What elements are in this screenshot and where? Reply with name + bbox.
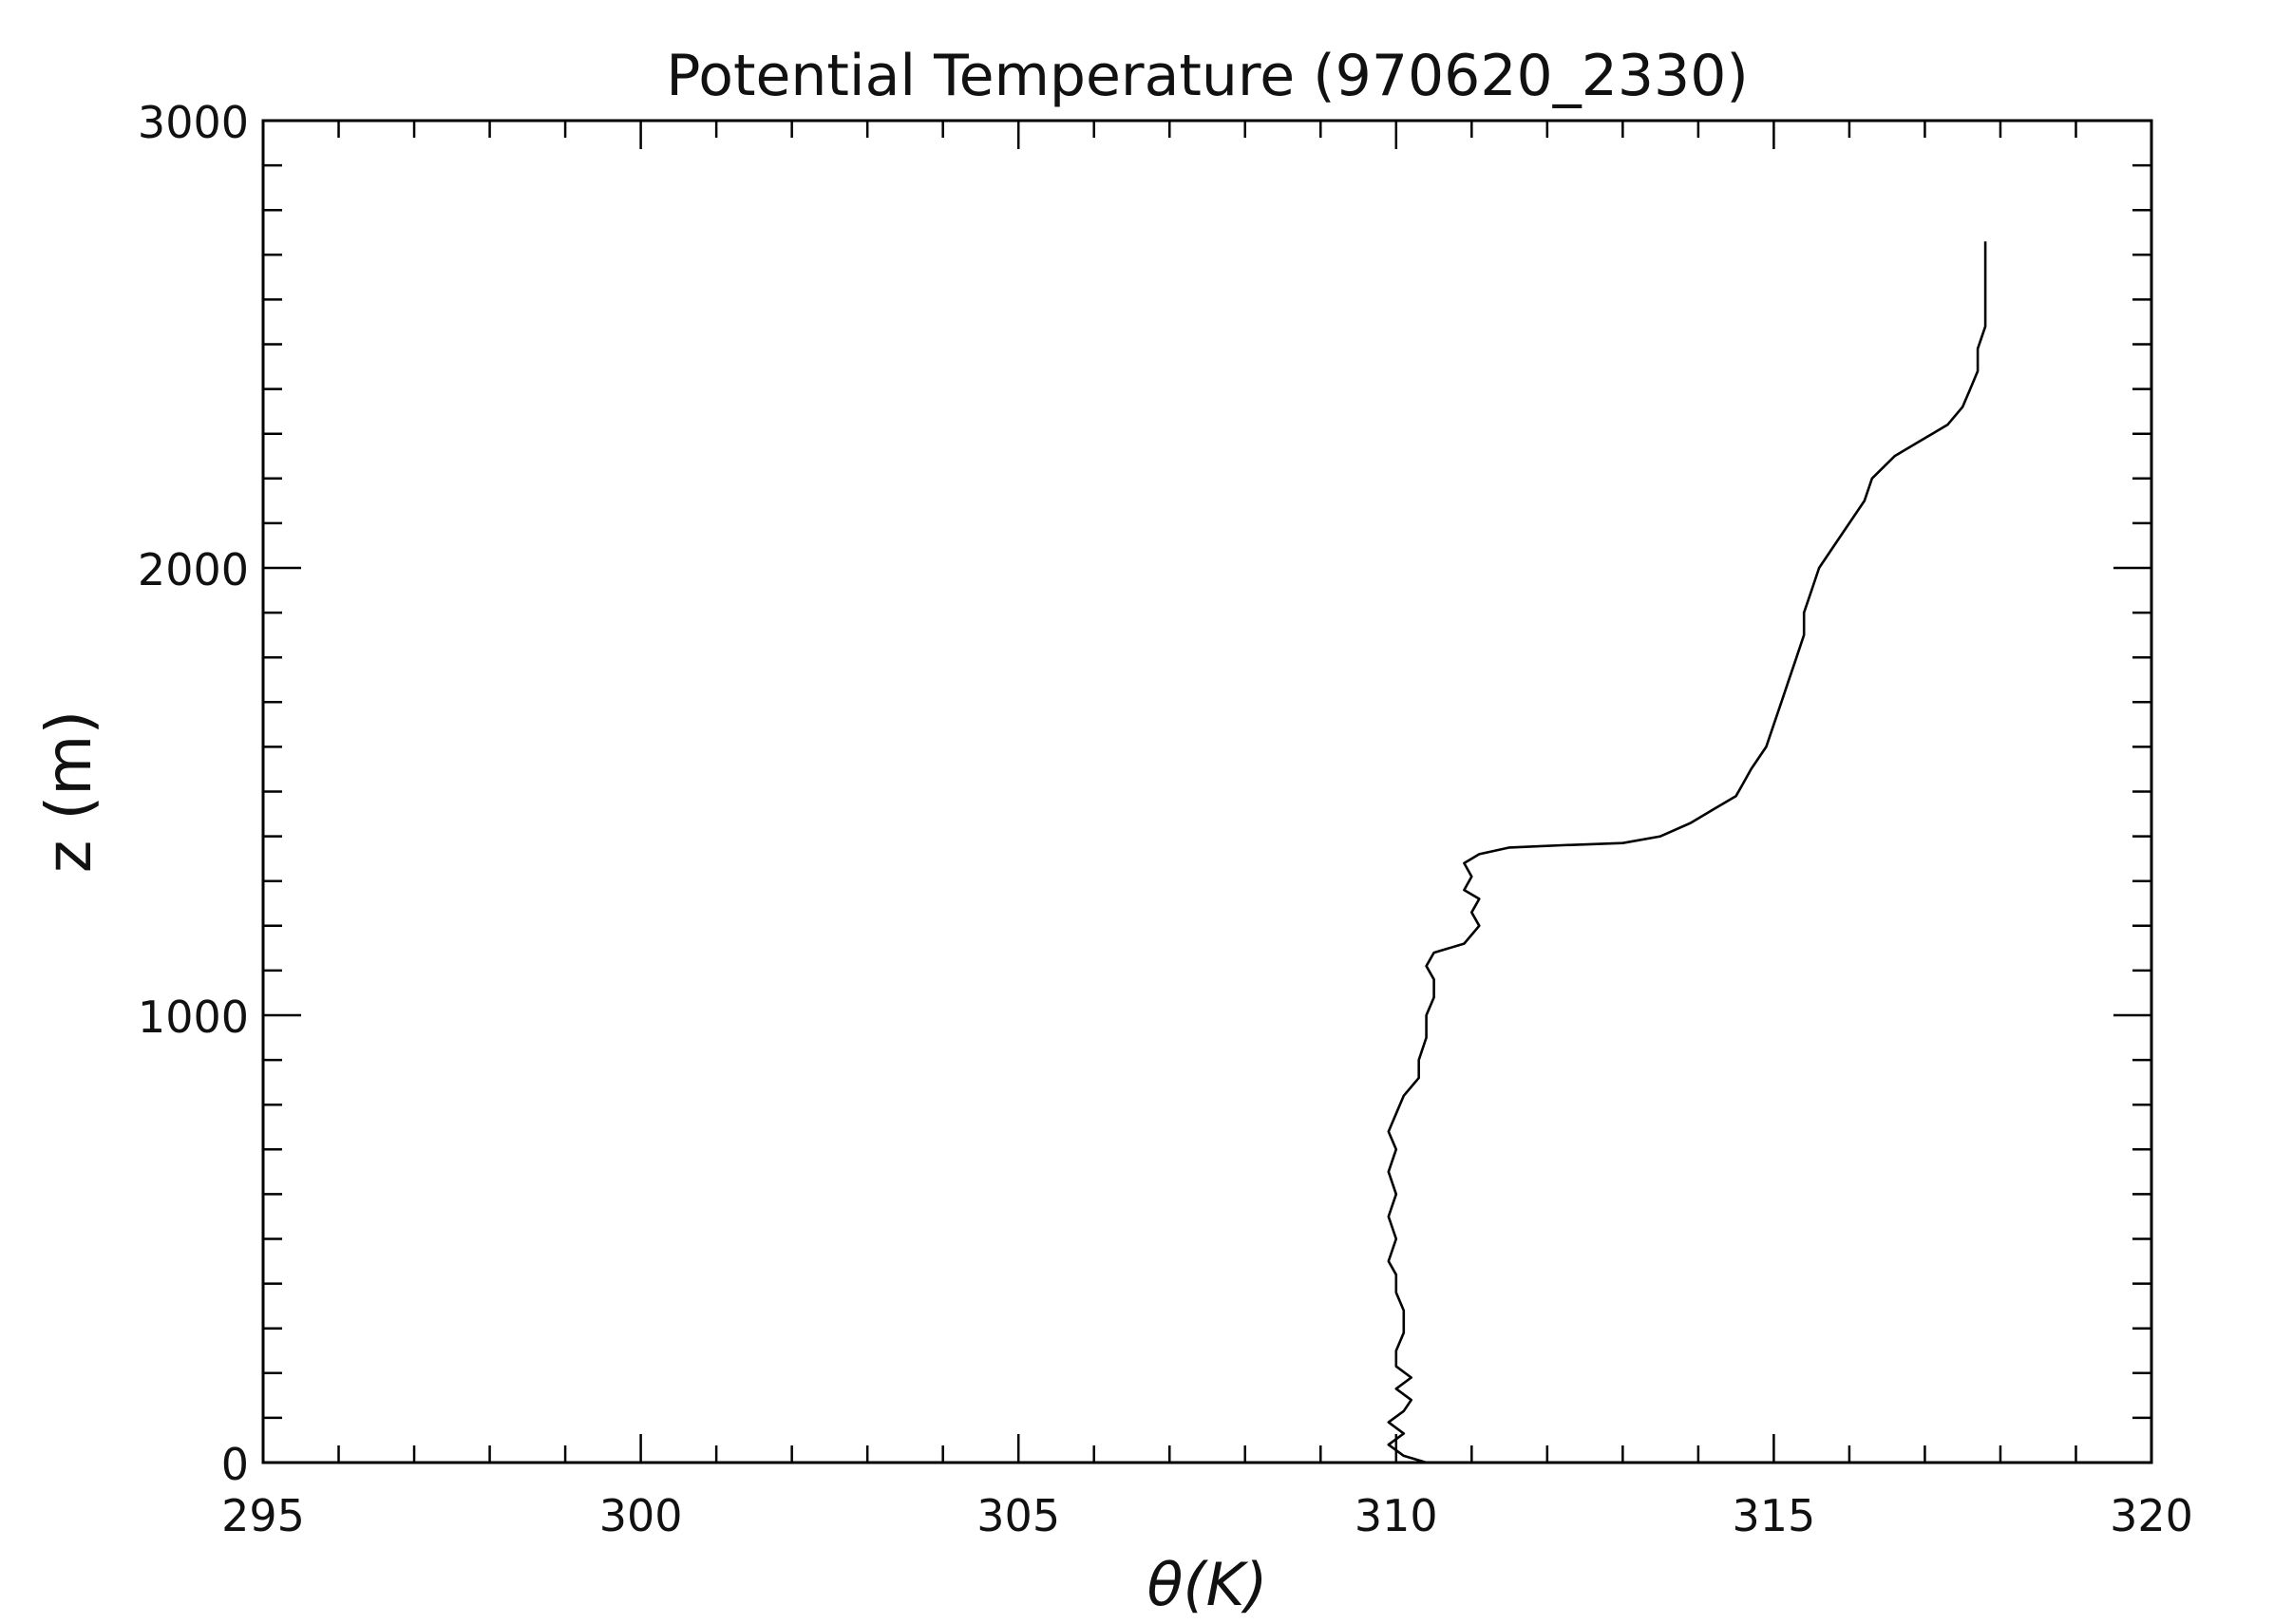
plot-frame (261, 119, 2153, 1464)
x-tick-label: 320 (2110, 1490, 2193, 1541)
axis-ticks (261, 119, 2153, 1464)
y-axis-label: z (m) (32, 710, 105, 873)
y-tick-label: 1000 (138, 991, 249, 1043)
chart-title: Potential Temperature (970620_2330) (666, 43, 1749, 109)
y-tick-label: 2000 (138, 544, 249, 595)
x-tick-label: 310 (1355, 1490, 1438, 1541)
y-tick-label: 3000 (138, 97, 249, 148)
x-axis-label: θ(K) (1147, 1550, 1268, 1619)
y-tick-label: 0 (221, 1439, 249, 1490)
y-tick-labels: 0 1000 2000 3000 (138, 97, 249, 1490)
series-line (1387, 241, 1987, 1464)
x-tick-label: 300 (599, 1490, 683, 1541)
x-tick-label: 315 (1732, 1490, 1815, 1541)
x-tick-label: 305 (976, 1490, 1060, 1541)
x-tick-labels: 295 300 305 310 315 320 (221, 1490, 2193, 1541)
x-tick-label: 295 (221, 1490, 305, 1541)
